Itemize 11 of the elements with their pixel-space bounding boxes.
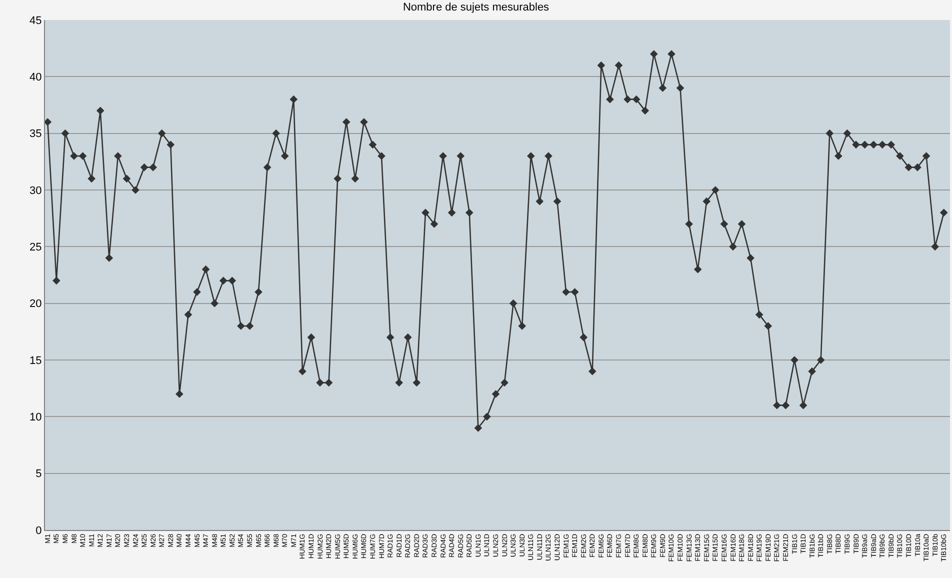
y-tick-label: 30: [30, 184, 42, 197]
y-tick-label: 25: [30, 242, 42, 254]
y-tick-label: 15: [30, 354, 42, 367]
y-tick-label: 35: [30, 128, 42, 140]
y-tick-label: 0: [36, 524, 42, 537]
y-tick-label: 20: [30, 298, 42, 310]
y-tick-label: 40: [30, 72, 42, 84]
y-tick-label: 5: [36, 468, 42, 480]
y-tick-label: 45: [30, 14, 42, 27]
chart-title: Nombre de sujets mesurables: [402, 2, 550, 14]
y-tick-label: 10: [30, 412, 42, 424]
